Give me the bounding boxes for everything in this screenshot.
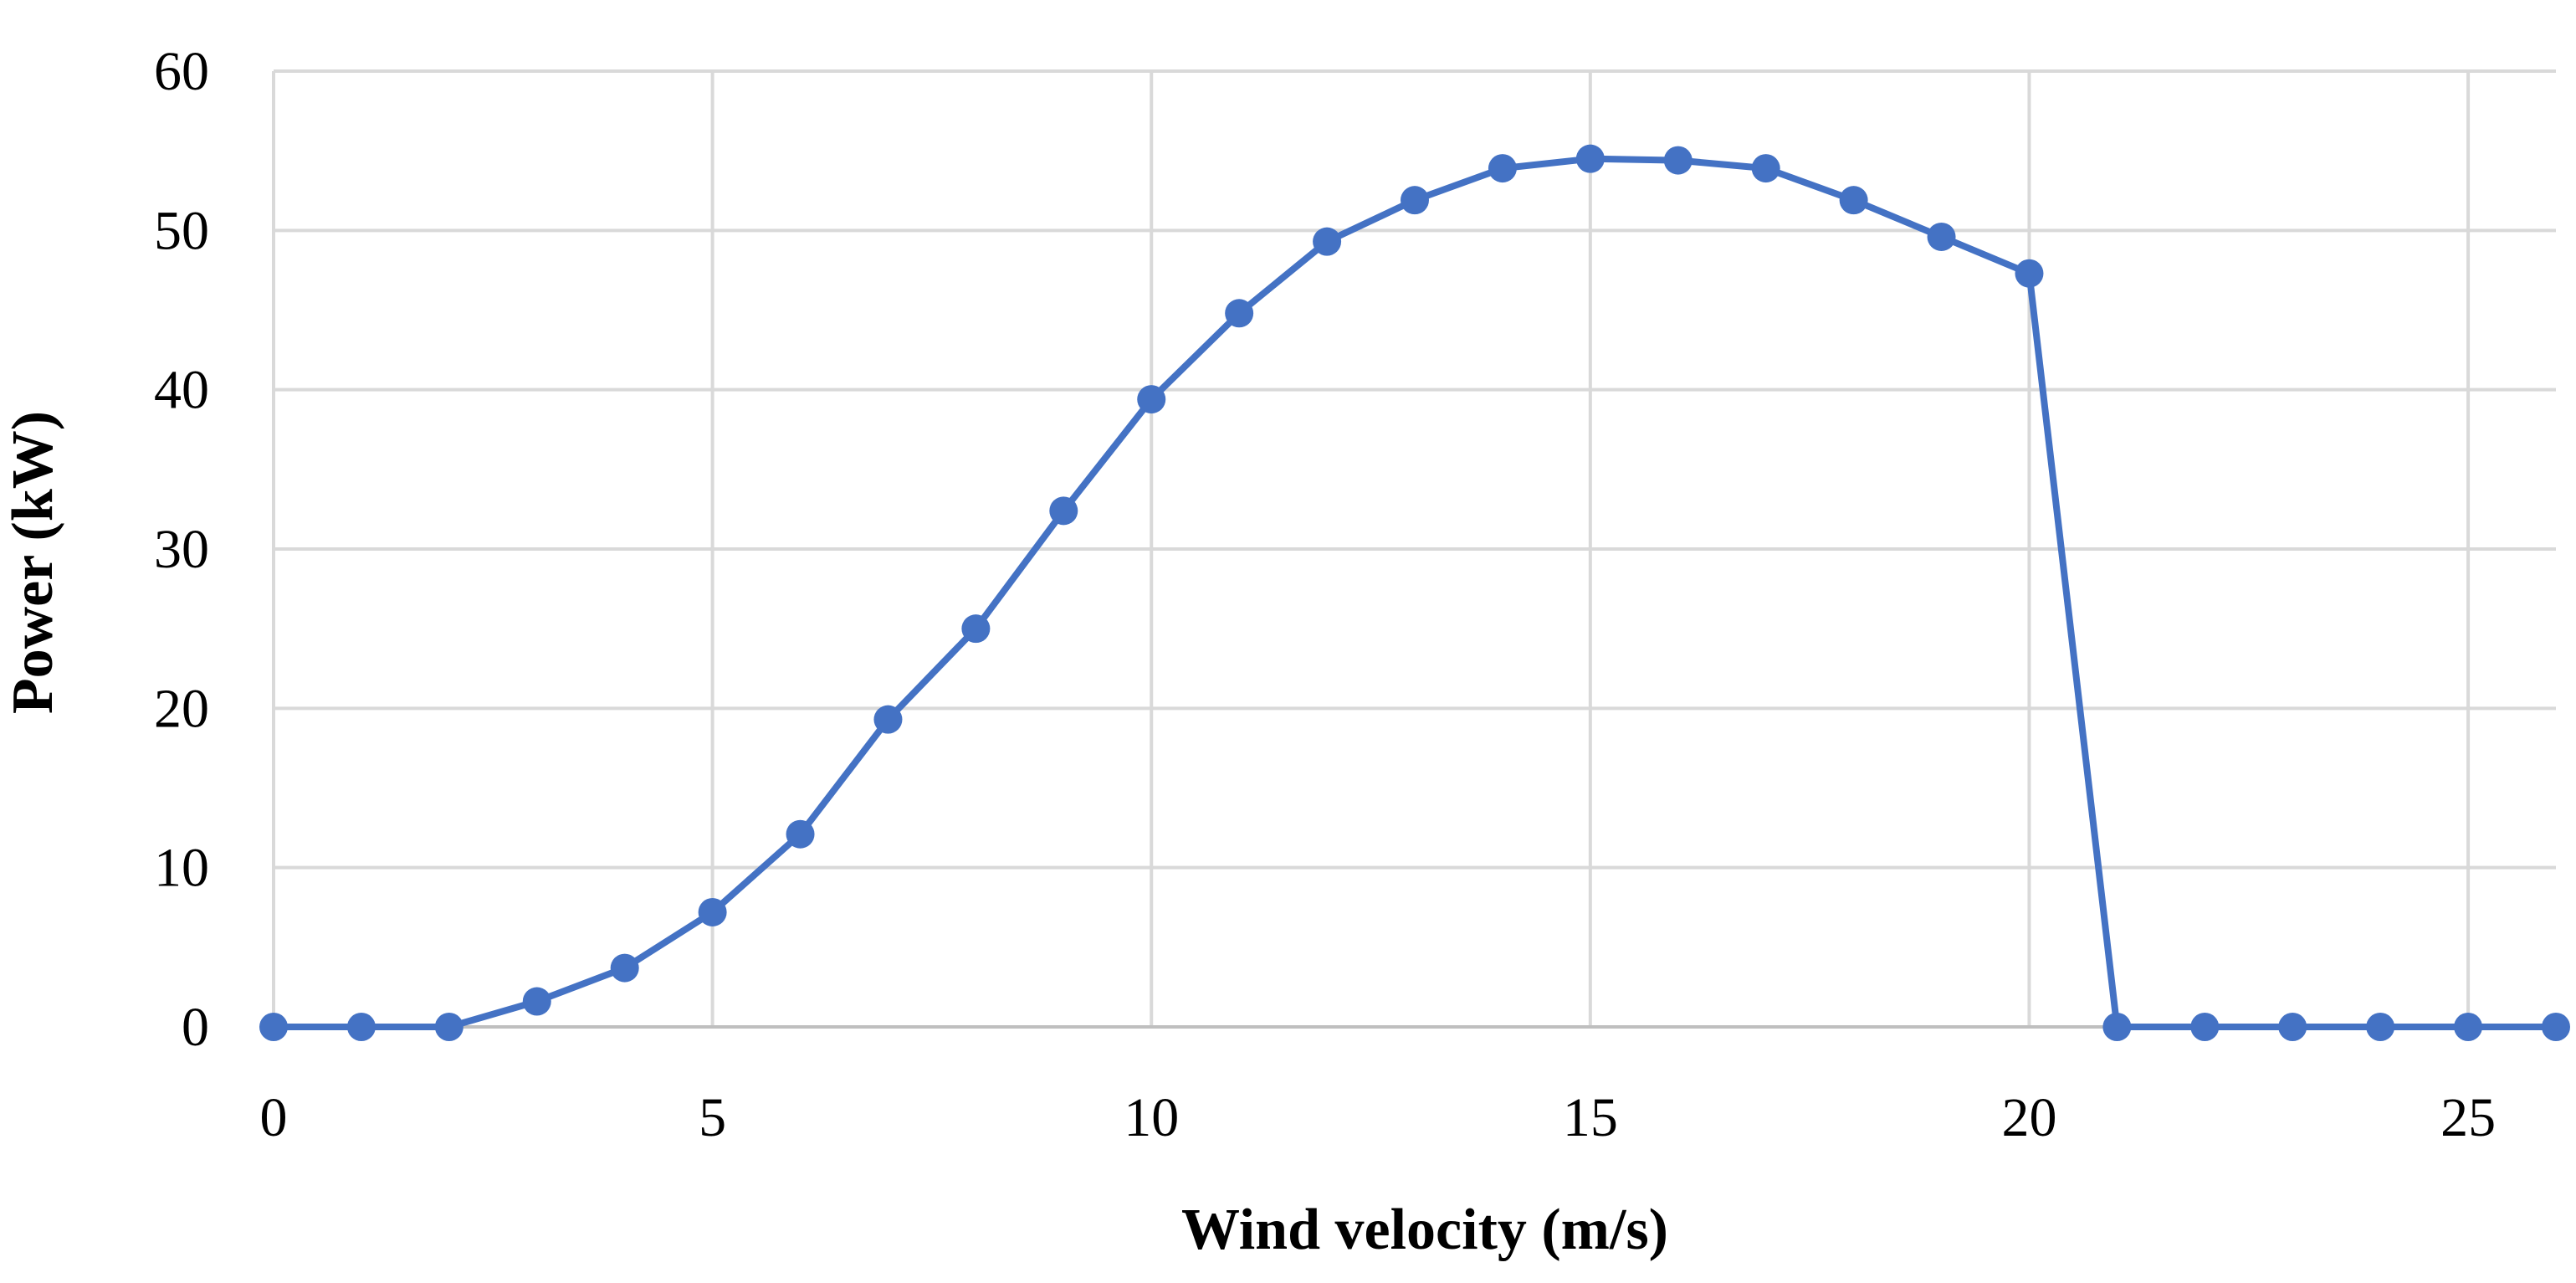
x-tick-labels: 0 5 10 15 20 25 — [260, 1087, 2497, 1148]
data-point — [873, 705, 903, 734]
series-line-0 — [270, 155, 2559, 1030]
data-point — [346, 1013, 376, 1041]
y-axis-title: Power (kW) — [1, 411, 65, 714]
data-point — [2366, 1013, 2395, 1041]
data-point — [610, 953, 639, 983]
data-point — [2454, 1013, 2483, 1041]
data-point — [786, 819, 815, 849]
y-tick-label: 50 — [154, 200, 209, 261]
y-tick-label: 20 — [154, 678, 209, 739]
x-tick-label: 5 — [699, 1087, 726, 1148]
data-point — [961, 614, 991, 644]
data-point — [1049, 496, 1078, 526]
y-tick-labels: 0 10 20 30 40 50 60 — [154, 41, 209, 1058]
series-group — [259, 144, 2570, 1041]
grid — [272, 69, 2556, 1027]
data-point — [2190, 1013, 2220, 1041]
data-point — [1401, 186, 1429, 215]
data-point — [1575, 144, 1605, 173]
data-point — [1137, 385, 1166, 414]
x-tick-label: 20 — [2001, 1087, 2056, 1148]
x-tick-label: 25 — [2440, 1087, 2496, 1148]
data-point — [1839, 186, 1868, 215]
data-point — [259, 1013, 288, 1041]
data-point — [1751, 154, 1780, 183]
y-tick-label: 40 — [154, 360, 209, 421]
data-point — [1488, 154, 1517, 183]
y-tick-label: 10 — [154, 838, 209, 899]
data-point — [1663, 146, 1693, 175]
data-point — [2278, 1013, 2307, 1041]
x-tick-label: 10 — [1124, 1087, 1179, 1148]
data-point — [2102, 1013, 2132, 1041]
data-point — [2542, 1013, 2570, 1041]
x-axis-title: Wind velocity (m/s) — [1181, 1198, 1668, 1262]
x-tick-label: 15 — [1563, 1087, 1618, 1148]
y-tick-label: 0 — [182, 997, 209, 1058]
data-point — [2015, 259, 2044, 288]
data-point — [1927, 222, 1956, 251]
data-point — [1225, 299, 1254, 328]
data-point — [1313, 227, 1342, 256]
data-point — [698, 897, 727, 926]
y-tick-label: 60 — [154, 41, 209, 102]
x-tick-label: 0 — [260, 1087, 288, 1148]
data-point — [434, 1013, 463, 1041]
y-tick-label: 30 — [154, 519, 209, 580]
data-point — [522, 987, 551, 1016]
